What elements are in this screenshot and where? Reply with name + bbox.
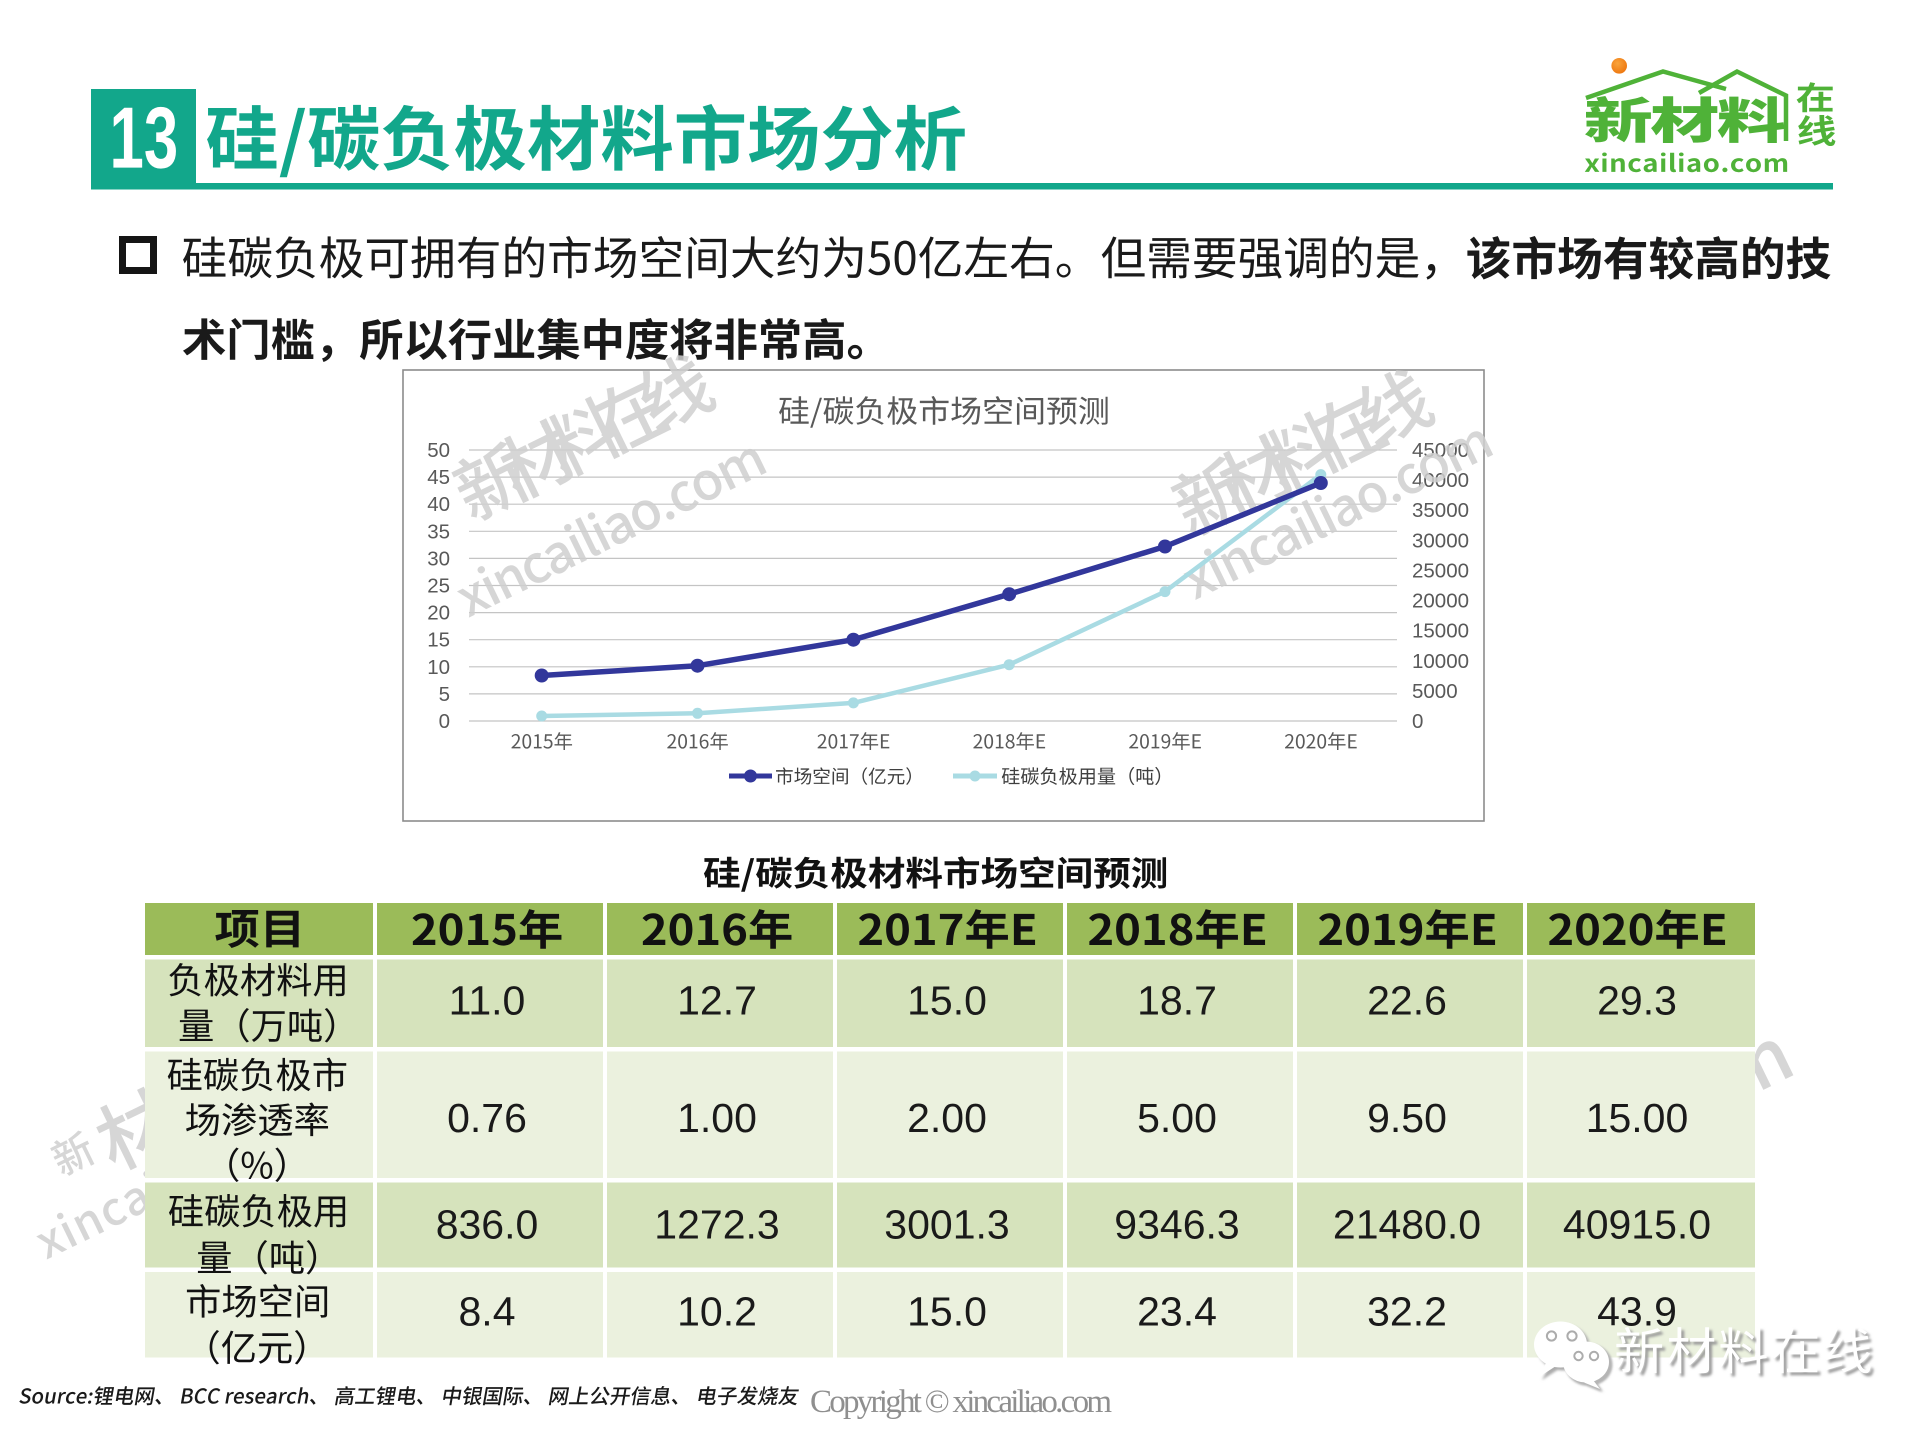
- svg-text:20: 20: [427, 602, 450, 625]
- svg-text:0: 0: [439, 710, 450, 733]
- svg-text:1.00: 1.00: [677, 1095, 757, 1141]
- svg-text:10: 10: [427, 656, 450, 679]
- svg-text:25000: 25000: [1412, 559, 1469, 582]
- svg-text:10000: 10000: [1412, 650, 1469, 673]
- svg-text:40: 40: [427, 493, 450, 516]
- svg-text:0.76: 0.76: [447, 1095, 527, 1141]
- svg-text:30000: 30000: [1412, 529, 1469, 552]
- svg-text:50: 50: [427, 439, 450, 462]
- svg-text:836.0: 836.0: [436, 1202, 539, 1248]
- svg-text:35000: 35000: [1412, 499, 1469, 522]
- svg-text:32.2: 32.2: [1367, 1289, 1447, 1335]
- svg-text:3001.3: 3001.3: [884, 1202, 1009, 1248]
- svg-text:45: 45: [427, 466, 450, 489]
- svg-text:18.7: 18.7: [1137, 978, 1217, 1024]
- svg-text:Copyright © xincailiao.com: Copyright © xincailiao.com: [810, 1384, 1112, 1420]
- svg-text:15.0: 15.0: [907, 1289, 987, 1335]
- svg-text:9346.3: 9346.3: [1114, 1202, 1239, 1248]
- svg-text:25: 25: [427, 575, 450, 598]
- svg-text:0: 0: [1412, 710, 1423, 733]
- svg-text:15.0: 15.0: [907, 978, 987, 1024]
- svg-text:1272.3: 1272.3: [654, 1202, 779, 1248]
- svg-text:22.6: 22.6: [1367, 978, 1447, 1024]
- svg-text:11.0: 11.0: [449, 978, 526, 1024]
- svg-text:21480.0: 21480.0: [1333, 1202, 1481, 1248]
- svg-text:10.2: 10.2: [677, 1289, 757, 1335]
- svg-text:30: 30: [427, 547, 450, 570]
- svg-text:5000: 5000: [1412, 680, 1458, 703]
- svg-text:15.00: 15.00: [1586, 1095, 1689, 1141]
- svg-text:40915.0: 40915.0: [1563, 1202, 1711, 1248]
- svg-text:29.3: 29.3: [1597, 978, 1677, 1024]
- svg-text:15000: 15000: [1412, 620, 1469, 643]
- svg-text:23.4: 23.4: [1137, 1289, 1217, 1335]
- svg-text:8.4: 8.4: [459, 1289, 516, 1335]
- svg-text:5.00: 5.00: [1137, 1095, 1217, 1141]
- svg-text:2.00: 2.00: [907, 1095, 987, 1141]
- svg-text:9.50: 9.50: [1367, 1095, 1447, 1141]
- svg-text:12.7: 12.7: [677, 978, 757, 1024]
- svg-text:43.9: 43.9: [1597, 1289, 1677, 1335]
- svg-text:5: 5: [439, 683, 450, 706]
- svg-text:35: 35: [427, 520, 450, 543]
- svg-text:15: 15: [427, 629, 450, 652]
- svg-text:20000: 20000: [1412, 590, 1469, 613]
